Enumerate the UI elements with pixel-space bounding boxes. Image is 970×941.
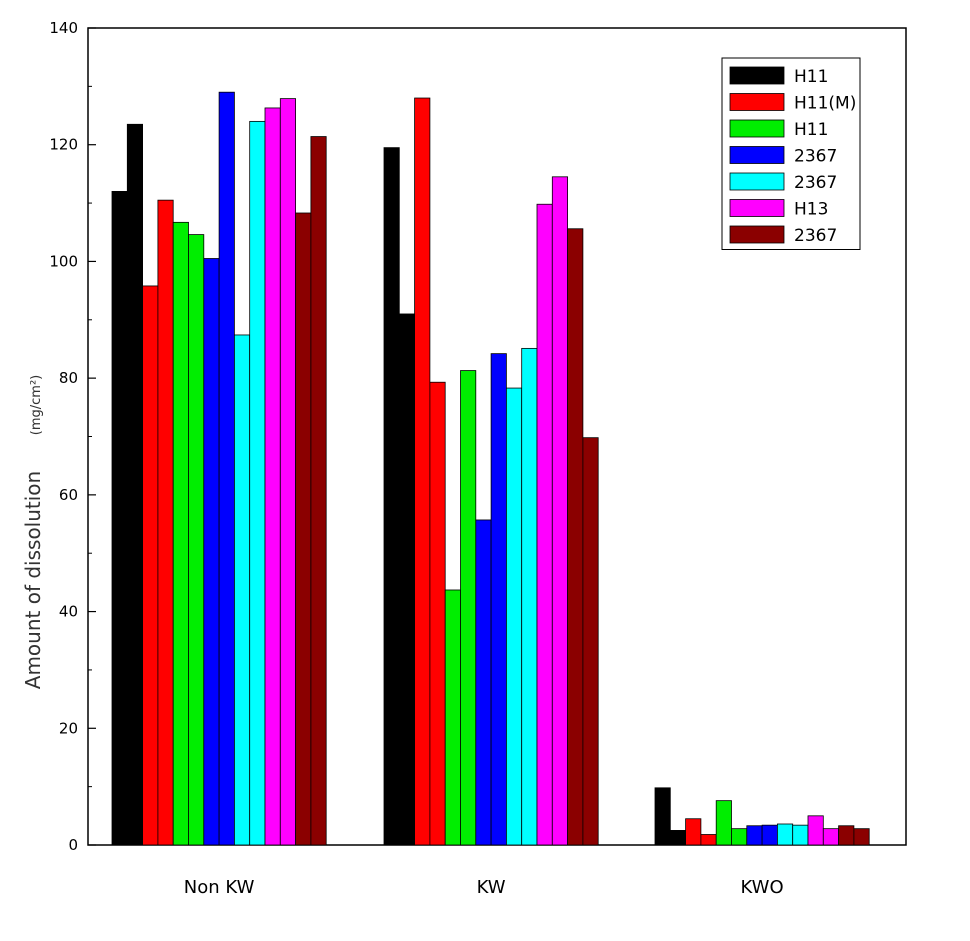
legend-swatch	[729, 199, 785, 217]
y-tick-label: 0	[68, 836, 78, 854]
bar-kw-s6-b0	[567, 228, 584, 846]
bar-kwo-s1-b1	[700, 834, 717, 846]
legend-label: H11(M)	[794, 94, 856, 114]
bar-kwo-s3-b0	[746, 825, 763, 846]
bar-kw-s1-b1	[429, 381, 446, 846]
bar-non-kw-s6-b0	[295, 212, 312, 846]
bar-non-kw-s3-b1	[218, 91, 235, 846]
x-category-label: KW	[477, 877, 506, 898]
bar-non-kw-s2-b1	[188, 234, 205, 846]
bar-kwo-s3-b1	[761, 824, 778, 846]
legend-label: H13	[794, 200, 828, 220]
bar-non-kw-s0-b0	[111, 190, 128, 846]
y-axis-unit: (mg/cm²)	[29, 375, 44, 435]
y-tick-label: 140	[49, 19, 78, 37]
bar-kw-s6-b1	[582, 437, 599, 846]
bar-kwo-s4-b0	[777, 823, 794, 846]
bar-kw-s1-b0	[414, 97, 431, 846]
legend: H11 H11(M) H11 2367 2367 H13 2367	[721, 57, 861, 250]
legend-swatch	[729, 225, 785, 244]
y-tick-label: 40	[59, 603, 78, 621]
legend-label: H11	[794, 67, 828, 87]
legend-label: H11	[794, 120, 828, 140]
x-axis: Non KW KW KWO	[184, 877, 784, 898]
bar-non-kw-s1-b1	[157, 199, 174, 846]
legend-swatch	[729, 66, 785, 85]
y-tick-label: 60	[59, 486, 78, 504]
y-tick-label: 20	[59, 719, 78, 737]
legend-swatch	[729, 93, 785, 111]
y-axis: 0 20 40 60 80 100 120 140	[49, 19, 96, 854]
bar-kw-s5-b1	[551, 176, 568, 846]
legend-swatch	[729, 146, 785, 164]
bar-non-kw-s3-b0	[203, 258, 220, 846]
bar-kwo-s0-b0	[654, 787, 671, 846]
bar-kw-s5-b0	[536, 203, 553, 846]
bar-kw-s0-b0	[383, 147, 400, 846]
bar-kwo-s2-b1	[731, 828, 748, 846]
legend-swatch	[729, 172, 785, 191]
x-category-label: Non KW	[184, 877, 255, 898]
bar-non-kw-s5-b1	[279, 98, 296, 846]
bar-kwo-s1-b0	[685, 818, 702, 846]
bar-non-kw-s5-b0	[264, 107, 281, 846]
legend-label: 2367	[794, 173, 837, 193]
bar-kw-s3-b0	[475, 519, 492, 846]
y-tick-label: 80	[59, 369, 78, 387]
x-category-label: KWO	[741, 877, 784, 898]
bar-kwo-s5-b1	[822, 828, 839, 846]
bar-kw-s4-b0	[505, 387, 523, 846]
bar-non-kw-s4-b0	[233, 334, 251, 846]
legend-swatch	[729, 119, 785, 138]
bar-non-kw-s4-b1	[249, 120, 266, 846]
y-tick-label: 120	[49, 136, 78, 154]
bar-kw-s3-b1	[490, 353, 507, 846]
bar-non-kw-s2-b0	[172, 221, 189, 846]
bar-kw-s0-b1	[398, 313, 415, 846]
legend-label: 2367	[794, 226, 837, 246]
bar-non-kw-s0-b1	[126, 123, 144, 846]
bar-kwo-s6-b1	[853, 828, 870, 846]
y-axis-title: Amount of dissolution (mg/cm²)	[21, 375, 45, 689]
bars	[111, 91, 870, 846]
bar-kwo-s4-b1	[792, 824, 809, 846]
bar-kwo-s5-b0	[807, 815, 824, 846]
bar-kw-s2-b1	[460, 370, 477, 846]
bar-kwo-s0-b1	[669, 830, 686, 846]
y-axis-label: Amount of dissolution	[21, 471, 45, 689]
bar-non-kw-s1-b0	[142, 285, 159, 846]
bar-kw-s4-b1	[521, 347, 538, 846]
bar-kwo-s6-b0	[838, 825, 855, 846]
bar-kwo-s2-b0	[715, 800, 732, 846]
bar-kw-s2-b0	[444, 589, 461, 846]
y-tick-label: 100	[49, 252, 78, 270]
bar-non-kw-s6-b1	[310, 136, 327, 846]
legend-label: 2367	[794, 147, 837, 167]
